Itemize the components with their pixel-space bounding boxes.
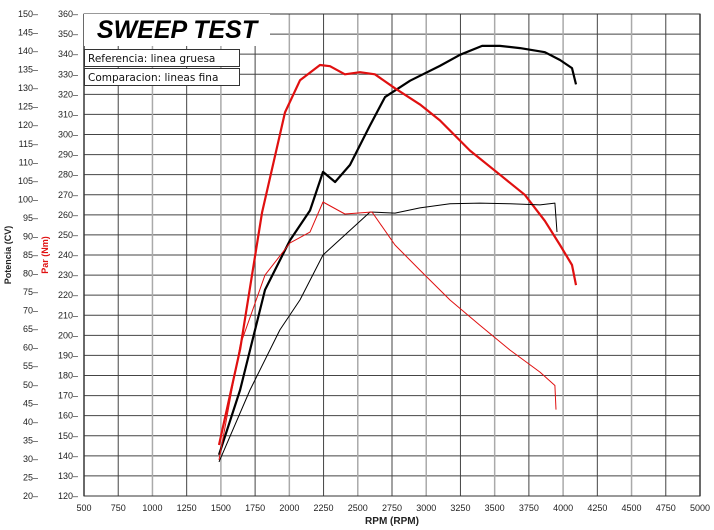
power-tick-label: 65– bbox=[23, 324, 38, 334]
power-tick-label: 100– bbox=[18, 194, 38, 204]
x-axis-title: RPM (RPM) bbox=[365, 516, 419, 527]
x-tick-label: 4500 bbox=[622, 503, 642, 513]
power-tick-label: 130– bbox=[18, 83, 38, 93]
torque-tick-label: 360– bbox=[58, 9, 78, 19]
x-tick-label: 1500 bbox=[211, 503, 231, 513]
torque-tick-label: 340– bbox=[58, 49, 78, 59]
plot-frame bbox=[83, 13, 701, 497]
power-tick-label: 40– bbox=[23, 417, 38, 427]
torque-axis-title: Par (Nm) bbox=[40, 236, 50, 274]
x-tick-label: 500 bbox=[76, 503, 91, 513]
x-tick-label: 2000 bbox=[279, 503, 299, 513]
torque-tick-label: 250– bbox=[58, 230, 78, 240]
legend-comparison: Comparacion: lineas fina bbox=[84, 68, 240, 86]
power-tick-label: 90– bbox=[23, 231, 38, 241]
power-tick-label: 110– bbox=[19, 157, 38, 167]
torque-tick-label: 150– bbox=[58, 431, 78, 441]
x-tick-label: 5000 bbox=[690, 503, 710, 513]
x-tick-label: 4250 bbox=[587, 503, 607, 513]
torque-tick-label: 220– bbox=[58, 290, 78, 300]
x-tick-label: 1250 bbox=[177, 503, 197, 513]
torque-tick-label: 130– bbox=[58, 471, 78, 481]
x-tick-label: 2750 bbox=[382, 503, 402, 513]
power-tick-label: 150– bbox=[18, 9, 38, 19]
x-tick-label: 3250 bbox=[450, 503, 470, 513]
torque-tick-label: 160– bbox=[58, 411, 78, 421]
power-tick-label: 75– bbox=[23, 287, 38, 297]
x-tick-label: 1000 bbox=[142, 503, 162, 513]
power-tick-label: 95– bbox=[23, 213, 38, 223]
torque-tick-label: 300– bbox=[58, 130, 78, 140]
power-tick-label: 120– bbox=[18, 120, 38, 130]
torque-tick-label: 120– bbox=[58, 491, 78, 501]
x-tick-label: 4000 bbox=[553, 503, 573, 513]
chart-title: SWEEP TEST bbox=[84, 14, 270, 46]
torque-tick-label: 270– bbox=[58, 190, 78, 200]
x-tick-label: 2250 bbox=[314, 503, 334, 513]
torque-tick-label: 200– bbox=[58, 330, 78, 340]
power-tick-label: 45– bbox=[23, 398, 38, 408]
x-tick-label: 4750 bbox=[656, 503, 676, 513]
power-tick-label: 145– bbox=[18, 28, 38, 38]
torque-tick-label: 180– bbox=[58, 371, 78, 381]
x-tick-label: 3500 bbox=[485, 503, 505, 513]
x-tick-label: 2500 bbox=[348, 503, 368, 513]
power-tick-label: 115– bbox=[19, 139, 38, 149]
x-tick-label: 1750 bbox=[245, 503, 265, 513]
torque-tick-label: 320– bbox=[58, 89, 78, 99]
power-tick-label: 35– bbox=[23, 435, 38, 445]
power-tick-label: 60– bbox=[23, 343, 38, 353]
power-tick-label: 20– bbox=[23, 491, 38, 501]
torque-tick-label: 170– bbox=[58, 391, 78, 401]
torque-tick-label: 190– bbox=[58, 350, 78, 360]
power-tick-label: 140– bbox=[18, 46, 38, 56]
power-tick-label: 125– bbox=[18, 102, 38, 112]
series-line-0 bbox=[217, 44, 578, 456]
x-tick-label: 3750 bbox=[519, 503, 539, 513]
series-line-2 bbox=[218, 202, 558, 463]
torque-tick-label: 140– bbox=[58, 451, 78, 461]
power-tick-label: 50– bbox=[23, 380, 38, 390]
power-tick-label: 105– bbox=[18, 176, 38, 186]
torque-tick-label: 240– bbox=[58, 250, 78, 260]
power-tick-label: 25– bbox=[23, 472, 38, 482]
power-tick-label: 70– bbox=[23, 306, 38, 316]
x-tick-label: 750 bbox=[111, 503, 126, 513]
torque-tick-label: 330– bbox=[58, 69, 78, 79]
torque-tick-label: 280– bbox=[58, 170, 78, 180]
x-tick-label: 3000 bbox=[416, 503, 436, 513]
torque-tick-label: 230– bbox=[58, 270, 78, 280]
series-line-3 bbox=[218, 201, 557, 460]
power-tick-label: 135– bbox=[18, 65, 38, 75]
power-axis-title: Potencia (CV) bbox=[3, 226, 13, 285]
torque-tick-label: 210– bbox=[58, 310, 78, 320]
power-tick-label: 80– bbox=[23, 269, 38, 279]
torque-tick-label: 350– bbox=[58, 29, 78, 39]
torque-tick-label: 290– bbox=[58, 150, 78, 160]
torque-tick-label: 260– bbox=[58, 210, 78, 220]
power-tick-label: 55– bbox=[23, 361, 38, 371]
torque-tick-label: 310– bbox=[58, 109, 78, 119]
legend-reference: Referencia: linea gruesa bbox=[84, 49, 240, 67]
series-line-1 bbox=[217, 63, 578, 446]
power-tick-label: 30– bbox=[23, 454, 38, 464]
power-tick-label: 85– bbox=[23, 250, 38, 260]
